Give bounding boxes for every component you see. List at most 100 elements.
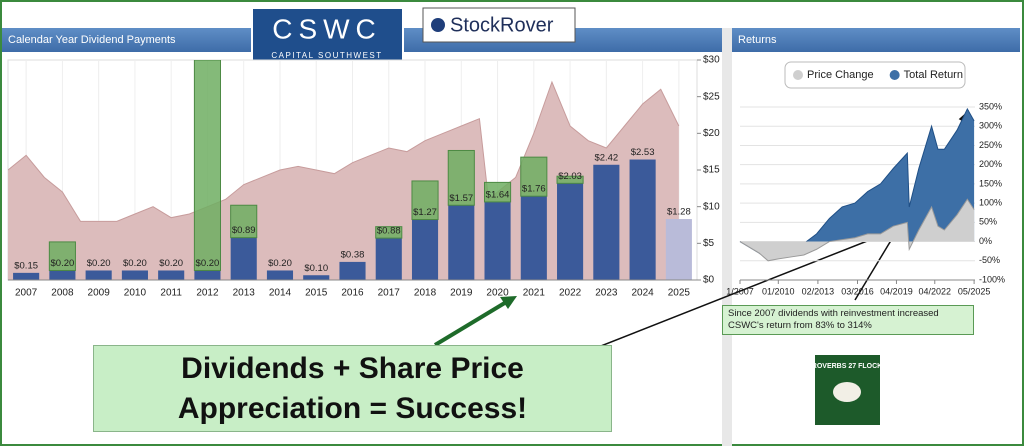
bar-special — [48, 241, 76, 271]
y-tick-label: 0% — [979, 236, 992, 246]
x-tick-label: 04/2019 — [880, 286, 913, 296]
bar — [266, 270, 294, 280]
data-label: $1.28 — [667, 207, 691, 218]
stockrover-logo — [422, 7, 576, 43]
data-label: $0.88 — [377, 226, 401, 237]
data-label: $2.53 — [631, 147, 655, 158]
bar-special — [483, 181, 512, 203]
chart-title: Returns — [738, 34, 777, 46]
bar — [411, 219, 439, 280]
logo-icon — [431, 18, 445, 32]
cswc-logo — [251, 7, 404, 67]
callout-line: Appreciation = Success! — [177, 392, 528, 425]
bar-special — [375, 226, 403, 239]
y-tick-label: 350% — [979, 101, 1002, 111]
plot-clip — [8, 60, 692, 280]
x-tick-label: 2008 — [51, 288, 74, 299]
y-tick-label: 200% — [979, 159, 1002, 169]
arrow-head — [500, 296, 517, 309]
y-tick-label: -100% — [979, 274, 1005, 284]
x-tick-label: 2019 — [450, 288, 473, 299]
area-fill — [740, 108, 975, 259]
bar — [303, 275, 330, 280]
data-label: $1.57 — [449, 193, 473, 204]
x-tick-label: 2007 — [15, 288, 38, 299]
bar — [520, 196, 547, 280]
bar — [339, 261, 366, 280]
bar — [158, 270, 185, 280]
x-tick-label: 2010 — [124, 288, 147, 299]
data-label: $0.20 — [51, 258, 75, 269]
x-tick-label: 04/2022 — [918, 286, 951, 296]
x-tick-label: 2024 — [631, 288, 654, 299]
x-tick-label: 2012 — [196, 288, 219, 299]
x-tick-label: 2014 — [269, 288, 292, 299]
x-tick-label: 2017 — [378, 288, 401, 299]
x-tick-label: 05/2025 — [958, 286, 991, 296]
x-tick-label: 2011 — [160, 288, 182, 299]
bar — [85, 270, 112, 280]
y-tick-label: 250% — [979, 140, 1002, 150]
legend-box — [784, 61, 966, 89]
x-tick-label: 2013 — [233, 288, 256, 299]
bar-special — [230, 204, 258, 239]
data-label: $0.20 — [123, 258, 147, 269]
legend-label: Price Change — [807, 69, 874, 81]
bar-special — [411, 180, 439, 221]
x-tick-label: 2025 — [668, 288, 691, 299]
legend-swatch — [889, 70, 900, 80]
data-label: $1.64 — [486, 189, 510, 200]
price-line — [8, 80, 680, 222]
data-label: $0.20 — [268, 258, 292, 269]
y-tick-label: 100% — [979, 197, 1002, 207]
x-tick-label: 2021 — [523, 288, 546, 299]
data-label: $2.03 — [558, 171, 582, 182]
x-tick-label: 01/2010 — [762, 286, 795, 296]
annotation: Since 2007 dividends with reinvestment i… — [722, 305, 974, 335]
data-label: $0.89 — [232, 225, 256, 236]
x-tick-label: 2009 — [88, 288, 111, 299]
y-tick-label: $5 — [703, 238, 715, 249]
bar — [448, 205, 475, 280]
arrow — [433, 299, 510, 347]
data-label: $0.20 — [87, 258, 111, 269]
bar — [230, 237, 257, 280]
x-tick-label: 2018 — [414, 288, 437, 299]
data-label: $0.20 — [159, 258, 183, 269]
data-label: $0.10 — [304, 263, 328, 274]
x-tick-label: 1/2007 — [726, 286, 754, 296]
data-label: $1.27 — [413, 207, 437, 218]
bar-special — [193, 60, 222, 271]
logo-text: CSWC — [272, 13, 382, 44]
chart-title: Calendar Year Dividend Payments — [8, 34, 176, 46]
logo-subtext: CAPITAL SOUTHWEST — [271, 51, 382, 60]
data-label: $1.76 — [522, 184, 546, 195]
x-tick-label: 2022 — [559, 288, 582, 299]
y-tick-label: 150% — [979, 178, 1002, 188]
x-tick-label: 2015 — [305, 288, 328, 299]
y-tick-label: -50% — [979, 255, 1000, 265]
y-tick-label: $0 — [703, 275, 715, 286]
legend-label: Total Return — [904, 69, 963, 81]
legend-swatch — [793, 70, 803, 80]
logo-text: PROVERBS 27 FLOCKS — [807, 363, 887, 370]
bar — [484, 201, 511, 280]
bar — [13, 272, 40, 280]
bar-special — [556, 175, 584, 184]
area-fill — [8, 82, 679, 280]
bar-special — [520, 156, 548, 197]
bar — [194, 270, 221, 280]
right-header — [732, 28, 1020, 52]
data-label: $2.42 — [594, 152, 618, 163]
bar — [665, 219, 692, 280]
x-tick-label: 03/2016 — [841, 286, 874, 296]
logo-text: StockRover — [450, 14, 554, 36]
divider — [722, 28, 732, 446]
callout: Dividends + Share Price Appreciation = Su… — [93, 345, 612, 432]
y-tick-label: $30 — [703, 55, 720, 66]
y-tick-label: $10 — [703, 201, 720, 212]
x-tick-label: 2020 — [486, 288, 509, 299]
